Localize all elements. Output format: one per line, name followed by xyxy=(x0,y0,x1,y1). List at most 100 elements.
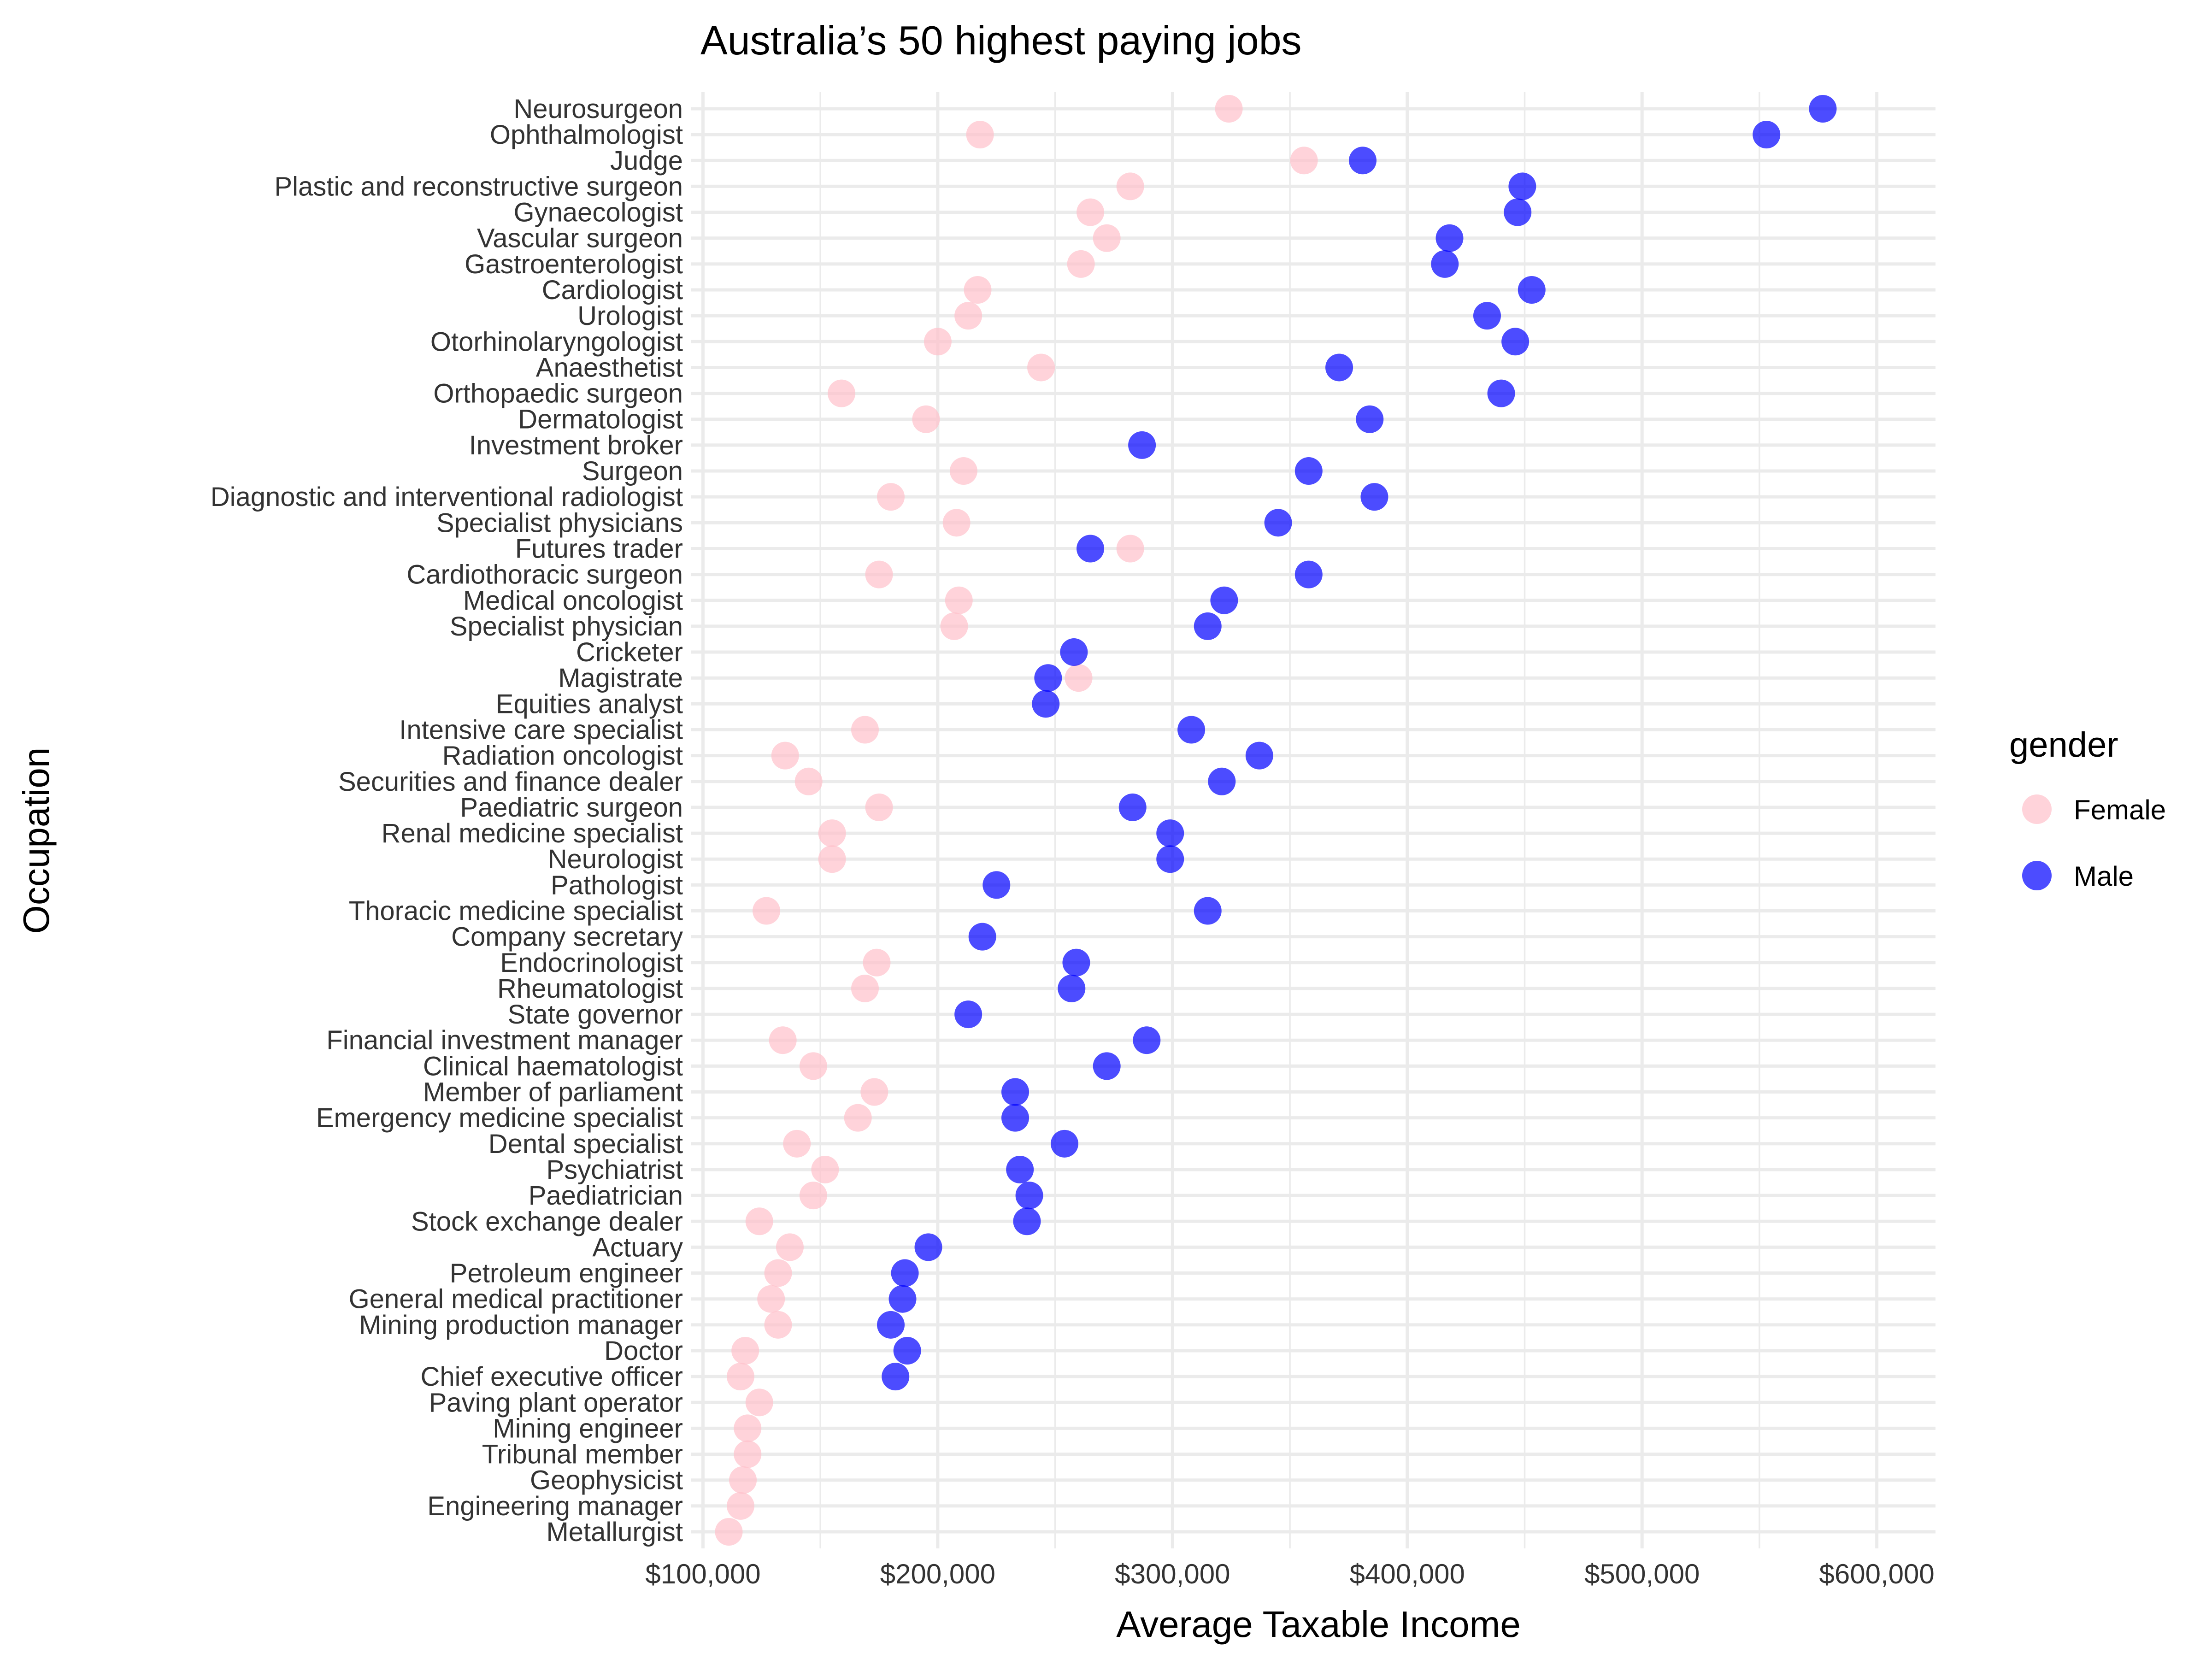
point-female xyxy=(1290,147,1318,175)
point-male xyxy=(891,1259,919,1287)
y-tick-label: Equities analyst xyxy=(496,689,683,719)
point-male xyxy=(877,1311,905,1339)
point-female xyxy=(828,379,856,407)
point-female xyxy=(1093,224,1121,252)
point-male xyxy=(1133,1026,1161,1054)
point-male xyxy=(1013,1207,1041,1235)
point-male xyxy=(1060,638,1088,666)
point-male xyxy=(893,1336,921,1365)
point-male xyxy=(1093,1052,1121,1080)
point-male xyxy=(982,871,1011,899)
point-male xyxy=(1058,974,1086,1002)
point-female xyxy=(1215,95,1243,123)
point-male xyxy=(1001,1078,1030,1106)
point-female xyxy=(794,767,823,795)
y-tick-label: Tribunal member xyxy=(482,1440,683,1470)
point-male xyxy=(1118,793,1147,821)
point-female xyxy=(877,483,905,511)
point-male xyxy=(1360,483,1388,511)
point-female xyxy=(966,121,994,149)
point-female xyxy=(757,1285,785,1313)
y-tick-label: Surgeon xyxy=(582,456,683,486)
point-male xyxy=(1356,405,1384,433)
y-tick-label: Neurologist xyxy=(548,844,683,874)
point-male xyxy=(1508,172,1536,200)
point-female xyxy=(1116,172,1144,200)
x-tick-label: $100,000 xyxy=(645,1559,760,1589)
point-female xyxy=(734,1414,762,1442)
y-tick-label: Cardiologist xyxy=(542,275,683,305)
point-male xyxy=(1473,302,1501,330)
y-tick-label: Financial investment manager xyxy=(326,1025,683,1055)
point-male xyxy=(888,1285,917,1313)
y-tick-label: Gastroenterologist xyxy=(465,249,683,279)
point-female xyxy=(726,1363,754,1391)
point-female xyxy=(799,1052,827,1080)
point-female xyxy=(1077,198,1105,226)
point-male xyxy=(914,1233,942,1261)
point-female xyxy=(731,1336,759,1365)
y-tick-label: Otorhinolaryngologist xyxy=(430,327,683,357)
point-female xyxy=(964,276,992,304)
point-male xyxy=(1034,664,1062,692)
point-male xyxy=(1177,716,1206,744)
point-female xyxy=(844,1104,872,1132)
x-tick-label: $600,000 xyxy=(1819,1559,1935,1589)
x-tick-label: $500,000 xyxy=(1584,1559,1700,1589)
point-female xyxy=(851,974,879,1002)
y-tick-label: Geophysicist xyxy=(530,1465,683,1495)
point-male xyxy=(1194,897,1222,925)
point-male xyxy=(1128,431,1156,459)
legend-label-male: Male xyxy=(2074,861,2134,892)
point-male xyxy=(1006,1155,1034,1183)
y-tick-label: Orthopaedic surgeon xyxy=(433,379,683,409)
point-female xyxy=(942,509,971,537)
point-male xyxy=(1487,379,1515,407)
point-male xyxy=(1504,198,1532,226)
y-tick-label: Paving plant operator xyxy=(429,1388,683,1418)
point-female xyxy=(818,845,846,873)
point-female xyxy=(851,716,879,744)
point-male xyxy=(1210,586,1238,614)
point-female xyxy=(865,793,893,821)
x-axis-title: Average Taxable Income xyxy=(1116,1604,1521,1645)
point-female xyxy=(924,328,952,356)
point-male xyxy=(954,1000,982,1029)
point-female xyxy=(1027,353,1055,382)
y-tick-label: Radiation oncologist xyxy=(442,741,683,771)
y-tick-label: Metallurgist xyxy=(546,1517,683,1547)
y-tick-label: Plastic and reconstructive surgeon xyxy=(274,171,683,201)
y-tick-label: Company secretary xyxy=(451,922,683,952)
point-female xyxy=(783,1130,811,1158)
point-female xyxy=(753,897,781,925)
y-tick-label: Diagnostic and interventional radiologis… xyxy=(211,482,683,512)
x-tick-label: $300,000 xyxy=(1115,1559,1230,1589)
y-tick-label: Neurosurgeon xyxy=(513,94,683,124)
y-tick-label: Securities and finance dealer xyxy=(338,767,683,797)
point-male xyxy=(882,1363,910,1391)
point-male xyxy=(1001,1104,1030,1132)
y-tick-label: Mining engineer xyxy=(493,1413,683,1443)
point-female xyxy=(811,1155,839,1183)
point-male xyxy=(1245,741,1273,770)
y-tick-label: Mining production manager xyxy=(359,1310,683,1340)
y-tick-label: Investment broker xyxy=(469,430,683,460)
y-tick-label: Stock exchange dealer xyxy=(411,1206,683,1236)
point-female xyxy=(954,302,982,330)
legend-label-female: Female xyxy=(2074,794,2166,825)
y-tick-label: Dental specialist xyxy=(488,1129,683,1159)
legend-key-female xyxy=(2022,794,2052,824)
x-tick-label: $400,000 xyxy=(1350,1559,1465,1589)
y-tick-label: Specialist physicians xyxy=(436,508,683,538)
point-male xyxy=(1015,1182,1043,1210)
y-tick-label: Rheumatologist xyxy=(497,974,683,1004)
point-male xyxy=(1809,95,1837,123)
point-female xyxy=(1065,664,1093,692)
point-male xyxy=(1325,353,1353,382)
y-tick-label: Actuary xyxy=(592,1232,683,1262)
y-tick-label: Pathologist xyxy=(551,870,683,900)
y-tick-label: Emergency medicine specialist xyxy=(316,1103,683,1133)
y-axis-labels: NeurosurgeonOphthalmologistJudgePlastic … xyxy=(211,94,683,1547)
point-female xyxy=(776,1233,804,1261)
